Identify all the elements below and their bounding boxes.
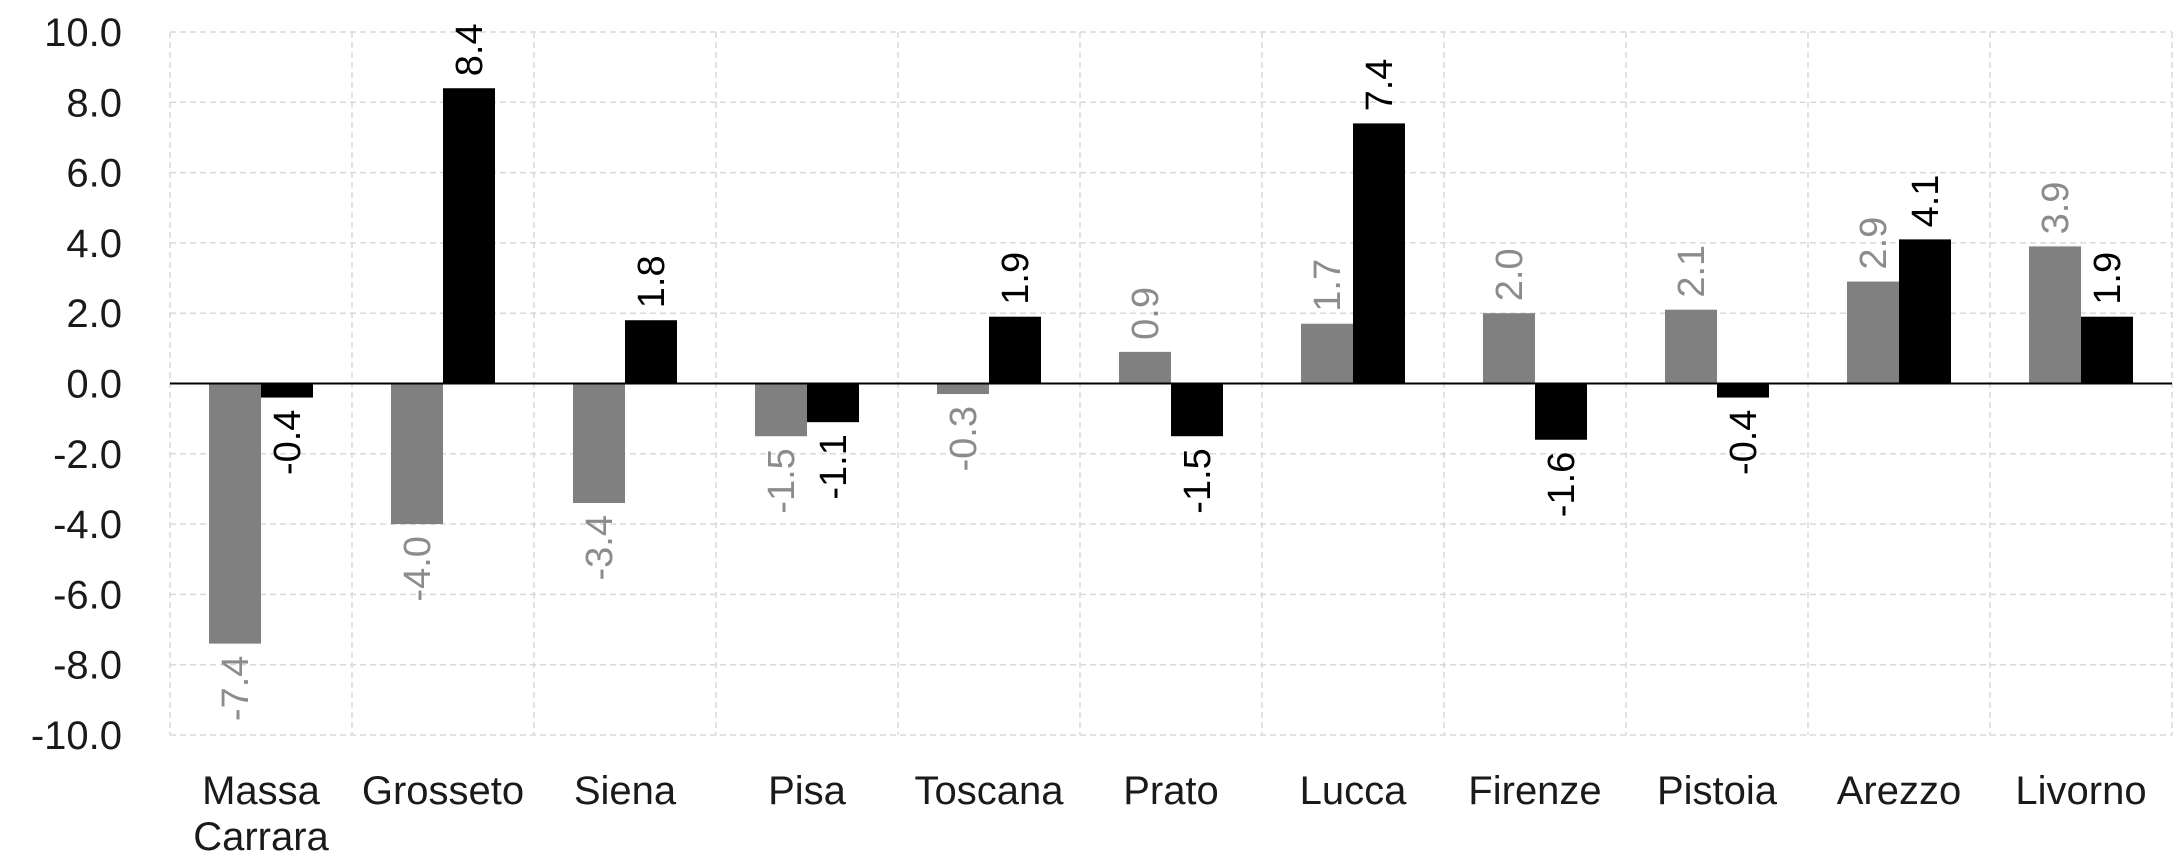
bar-series-1 <box>1847 281 1899 384</box>
data-label-series-1: 2.0 <box>1489 248 1531 301</box>
y-tick-label: -4.0 <box>53 503 122 547</box>
category-label: Siena <box>574 769 677 813</box>
bar-series-1 <box>209 383 261 644</box>
bar-series-1 <box>1665 309 1717 384</box>
bar-series-1 <box>755 383 807 437</box>
y-tick-label: 6.0 <box>66 152 122 196</box>
category-label: Grosseto <box>362 769 524 813</box>
bar-series-2 <box>989 316 1041 384</box>
bar-series-2 <box>1353 123 1405 384</box>
bar-series-2 <box>1535 383 1587 440</box>
data-label-series-2: 7.4 <box>1359 59 1401 112</box>
category-label: Pistoia <box>1657 769 1778 813</box>
bar-series-2 <box>1899 239 1951 384</box>
bars <box>209 88 2133 644</box>
bar-series-2 <box>1171 383 1223 437</box>
data-label-series-1: -0.3 <box>943 406 985 471</box>
bar-series-2 <box>443 88 495 384</box>
category-label: Massa <box>202 769 321 813</box>
y-tick-label: 8.0 <box>66 81 122 125</box>
bar-series-2 <box>2081 316 2133 384</box>
data-label-series-1: 3.9 <box>2035 182 2077 235</box>
data-label-series-1: 0.9 <box>1125 287 1167 340</box>
category-label: Toscana <box>915 769 1065 813</box>
y-tick-label: -2.0 <box>53 433 122 477</box>
y-axis-tick-labels: 10.0 8.0 6.0 4.0 2.0 0.0 -2.0 -4.0 -6.0 -8.0 -10.0 <box>31 11 122 758</box>
data-label-series-1: 2.9 <box>1853 217 1895 270</box>
data-label-series-2: -0.4 <box>267 410 309 475</box>
category-label: Carrara <box>193 815 329 856</box>
data-label-series-2: 8.4 <box>449 23 491 76</box>
category-label: Arezzo <box>1837 769 1962 813</box>
category-label: Pisa <box>768 769 847 813</box>
data-label-series-1: -1.5 <box>761 448 803 513</box>
bar-series-2 <box>807 383 859 423</box>
bar-series-1 <box>391 383 443 525</box>
y-tick-label: 4.0 <box>66 222 122 266</box>
data-labels: -7.4 -4.0 -3.4 -1.5 -0.3 0.9 1.7 2.0 2.1 2.9 3.9 -0… <box>215 23 2129 721</box>
data-label-series-2: -1.1 <box>813 434 855 499</box>
y-tick-label: -10.0 <box>31 714 122 758</box>
bar-series-1 <box>573 383 625 504</box>
bar-series-1 <box>1301 323 1353 384</box>
category-label: Prato <box>1123 769 1219 813</box>
bar-series-1 <box>937 383 989 395</box>
data-label-series-2: -1.5 <box>1177 448 1219 513</box>
y-tick-label: 2.0 <box>66 292 122 336</box>
data-label-series-1: -7.4 <box>215 656 257 721</box>
data-label-series-1: -4.0 <box>397 536 439 601</box>
data-label-series-2: 1.8 <box>631 255 673 308</box>
y-tick-label: -8.0 <box>53 644 122 688</box>
category-label: Firenze <box>1468 769 1601 813</box>
data-label-series-2: -1.6 <box>1541 452 1583 517</box>
data-label-series-1: -3.4 <box>579 515 621 580</box>
category-label: Lucca <box>1300 769 1407 813</box>
bar-series-2 <box>261 383 313 398</box>
data-label-series-2: 1.9 <box>2087 252 2129 305</box>
data-label-series-2: 1.9 <box>995 252 1037 305</box>
bar-series-1 <box>1119 351 1171 384</box>
data-label-series-1: 1.7 <box>1307 259 1349 312</box>
data-label-series-2: -0.4 <box>1723 410 1765 475</box>
bar-series-2 <box>1717 383 1769 398</box>
bar-series-2 <box>625 320 677 384</box>
category-label: Livorno <box>2015 769 2146 813</box>
bar-series-1 <box>1483 313 1535 384</box>
bar-series-1 <box>2029 246 2081 384</box>
data-label-series-2: 4.1 <box>1905 175 1947 228</box>
data-label-series-1: 2.1 <box>1671 245 1713 298</box>
y-tick-label: 10.0 <box>44 11 122 55</box>
y-tick-label: -6.0 <box>53 573 122 617</box>
y-tick-label: 0.0 <box>66 363 122 407</box>
